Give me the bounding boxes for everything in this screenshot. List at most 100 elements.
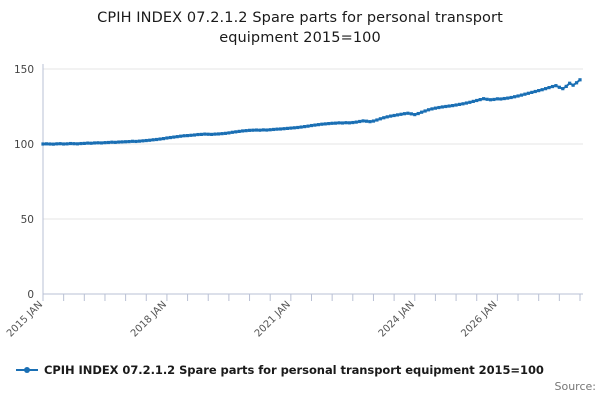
data-point-marker [241,129,245,133]
data-point-marker [495,97,499,101]
data-point-marker [99,141,104,145]
data-point-marker [444,104,448,109]
x-axis-tick-label: 2021 JAN [253,299,293,339]
data-point-marker [285,126,289,130]
data-point-marker [316,123,320,127]
data-point-marker [182,134,186,138]
data-point-marker [199,132,203,136]
y-axis-tick-label: 50 [21,214,34,226]
data-point-marker [161,137,166,141]
data-point-marker [237,129,241,133]
data-point-marker [351,120,355,125]
data-point-marker [416,111,420,116]
series-path [42,78,581,146]
data-point-marker [406,111,410,115]
data-point-marker [485,97,489,101]
data-point-marker [433,106,438,110]
data-point-marker [93,141,97,145]
data-point-marker [347,121,351,125]
data-point-marker [244,129,248,133]
data-point-marker [113,140,117,144]
x-axis-tick-label: 2026 JAN [459,299,499,339]
y-axis-tick-label: 100 [14,139,34,151]
data-point-marker [175,135,179,139]
data-point-marker [537,89,541,93]
data-point-marker [254,128,259,132]
data-point-marker [564,84,568,88]
data-point-marker [192,133,197,137]
data-point-marker [543,87,548,91]
data-point-marker [523,92,527,96]
data-point-marker [68,141,73,146]
data-point-marker [571,83,575,87]
data-point-marker [378,117,382,121]
data-point-marker [478,98,482,102]
data-point-marker [309,123,314,128]
data-point-marker [578,78,582,82]
data-point-marker [540,88,544,92]
data-point-marker [461,102,465,106]
data-point-marker [375,118,379,122]
data-point-marker [196,132,200,137]
x-axis-tick-labels: 2015 JAN 2018 JAN 2021 JAN 2024 JAN 2026 JAN [5,299,500,339]
data-point-marker [402,112,407,116]
data-point-marker [265,128,269,132]
data-point-marker [334,121,338,125]
data-point-marker [395,113,400,117]
data-point-marker [451,104,455,108]
data-point-marker [554,84,558,88]
chart-title: CPIH INDEX 07.2.1.2 Spare parts for pers… [0,8,600,48]
chart-title-line-2: equipment 2015=100 [219,30,381,46]
data-point-marker [278,127,283,131]
x-axis-tick-label: 2018 JAN [129,299,169,339]
data-point-marker [127,140,131,144]
data-point-marker [354,120,358,124]
source-note: Source: [554,380,597,393]
data-point-marker [413,113,417,117]
data-point-marker [251,128,255,132]
data-point-marker [513,95,517,99]
data-point-marker [51,142,55,146]
data-point-marker [268,128,272,132]
data-point-marker [261,128,265,132]
data-point-marker [58,142,62,146]
data-point-marker [179,134,183,138]
data-point-marker [426,108,431,112]
data-point-marker [471,99,475,103]
data-point-marker [313,123,317,127]
data-point-marker [320,122,324,126]
data-point-marker [55,142,59,146]
data-point-marker [96,141,100,145]
data-point-marker [86,141,90,145]
data-point-marker [79,141,83,146]
data-point-marker [361,119,365,123]
x-axis-tick-label: 2015 JAN [5,299,45,339]
gridlines [43,68,583,295]
data-point-marker [519,93,524,97]
legend-line-marker-icon [16,364,38,376]
data-point-marker [48,142,52,146]
data-point-marker [82,141,86,145]
data-point-marker [41,142,45,146]
data-point-marker [210,132,214,136]
data-point-marker [533,89,537,94]
data-point-marker [44,142,49,146]
data-point-marker [561,87,565,91]
data-point-marker [303,125,307,129]
data-point-marker [499,97,503,101]
data-point-marker [409,112,413,116]
data-point-marker [117,140,121,144]
data-point-marker [223,131,228,135]
data-point-marker [172,135,176,139]
data-point-marker [65,142,69,146]
y-axis-tick-label: 150 [14,64,34,76]
data-point-marker [344,121,348,125]
data-point-marker [158,137,162,141]
data-point-marker [227,131,231,135]
data-point-marker [106,140,110,145]
chart-title-line-1: CPIH INDEX 07.2.1.2 Spare parts for pers… [97,10,503,26]
data-point-marker [399,112,403,116]
data-point-marker [275,127,279,131]
data-point-marker [124,140,128,144]
data-point-marker [292,126,296,130]
